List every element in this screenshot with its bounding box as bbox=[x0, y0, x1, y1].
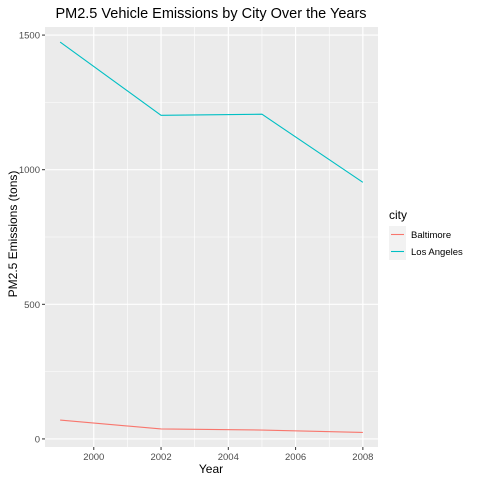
series-line-baltimore bbox=[60, 419, 363, 434]
x-tick-label: 2000 bbox=[83, 452, 104, 463]
legend-label: Los Angeles bbox=[411, 247, 463, 258]
legend-label: Baltimore bbox=[411, 230, 451, 241]
x-axis-title: Year bbox=[199, 462, 223, 476]
grid-minor bbox=[45, 27, 378, 447]
x-tick-label: 2002 bbox=[150, 452, 171, 463]
grid-major bbox=[45, 27, 378, 447]
y-tick-label: 500 bbox=[24, 300, 40, 311]
series-lines bbox=[59, 41, 364, 434]
x-tick-label: 2006 bbox=[285, 452, 306, 463]
y-tick-label: 1500 bbox=[19, 31, 40, 42]
x-axis: 2000 2002 2004 2006 2008 bbox=[83, 447, 373, 463]
y-tick-label: 0 bbox=[35, 434, 40, 445]
y-tick-label: 1000 bbox=[19, 165, 40, 176]
x-tick-label: 2004 bbox=[218, 452, 239, 463]
series-line-los-angeles bbox=[59, 41, 364, 183]
legend-items: Baltimore Los Angeles bbox=[389, 226, 463, 260]
y-axis: 0 500 1000 1500 bbox=[19, 31, 45, 445]
y-axis-title: PM2.5 Emissions (tons) bbox=[6, 171, 20, 298]
chart-title: PM2.5 Vehicle Emissions by City Over the… bbox=[55, 6, 366, 22]
legend: city Baltimore Los Angeles bbox=[389, 208, 463, 260]
legend-title: city bbox=[389, 208, 407, 222]
x-tick-label: 2008 bbox=[352, 452, 373, 463]
